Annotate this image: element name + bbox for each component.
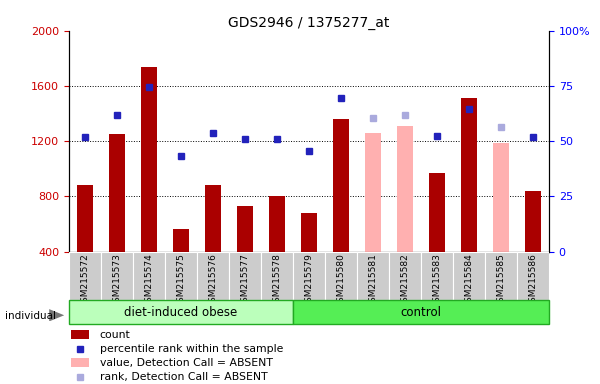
Bar xyxy=(325,252,357,300)
Bar xyxy=(421,252,453,300)
Text: GSM215583: GSM215583 xyxy=(433,253,442,308)
Text: individual: individual xyxy=(5,311,56,321)
Bar xyxy=(453,252,485,300)
Text: value, Detection Call = ABSENT: value, Detection Call = ABSENT xyxy=(100,358,272,368)
Bar xyxy=(301,213,317,252)
Bar xyxy=(397,126,413,252)
Bar xyxy=(293,300,549,324)
Bar xyxy=(229,252,261,300)
Bar xyxy=(237,206,253,252)
Bar xyxy=(101,252,133,300)
Bar xyxy=(461,98,477,252)
Text: GSM215578: GSM215578 xyxy=(272,253,281,308)
Text: GSM215577: GSM215577 xyxy=(241,253,250,308)
Text: rank, Detection Call = ABSENT: rank, Detection Call = ABSENT xyxy=(100,372,267,382)
Text: percentile rank within the sample: percentile rank within the sample xyxy=(100,344,283,354)
Text: GSM215579: GSM215579 xyxy=(305,253,314,308)
Bar xyxy=(389,252,421,300)
Title: GDS2946 / 1375277_at: GDS2946 / 1375277_at xyxy=(229,16,389,30)
Bar xyxy=(357,252,389,300)
Bar xyxy=(165,252,197,300)
Text: GSM215574: GSM215574 xyxy=(145,253,154,308)
Bar xyxy=(71,330,89,339)
Bar xyxy=(71,358,89,367)
Text: GSM215572: GSM215572 xyxy=(80,253,89,308)
Text: GSM215584: GSM215584 xyxy=(464,253,473,308)
Bar xyxy=(133,252,165,300)
Text: GSM215575: GSM215575 xyxy=(176,253,185,308)
Text: GSM215585: GSM215585 xyxy=(497,253,505,308)
Text: GSM215573: GSM215573 xyxy=(113,253,121,308)
Bar xyxy=(69,252,101,300)
Text: GSM215586: GSM215586 xyxy=(529,253,538,308)
Text: count: count xyxy=(100,330,130,340)
Polygon shape xyxy=(49,309,64,321)
Text: diet-induced obese: diet-induced obese xyxy=(124,306,238,318)
Bar xyxy=(205,185,221,252)
Bar xyxy=(269,196,285,252)
Text: GSM215576: GSM215576 xyxy=(209,253,218,308)
Bar xyxy=(69,300,293,324)
Bar xyxy=(493,143,509,252)
Bar xyxy=(77,185,93,252)
Text: GSM215580: GSM215580 xyxy=(337,253,346,308)
Bar xyxy=(293,252,325,300)
Bar xyxy=(525,191,541,252)
Bar xyxy=(333,119,349,252)
Text: GSM215581: GSM215581 xyxy=(368,253,377,308)
Bar xyxy=(261,252,293,300)
Bar xyxy=(485,252,517,300)
Text: GSM215582: GSM215582 xyxy=(401,253,409,308)
Bar xyxy=(109,134,125,252)
Bar xyxy=(365,133,381,252)
Bar xyxy=(197,252,229,300)
Bar xyxy=(173,230,189,252)
Bar xyxy=(141,66,157,252)
Bar xyxy=(517,252,549,300)
Text: control: control xyxy=(401,306,442,318)
Bar xyxy=(429,173,445,252)
